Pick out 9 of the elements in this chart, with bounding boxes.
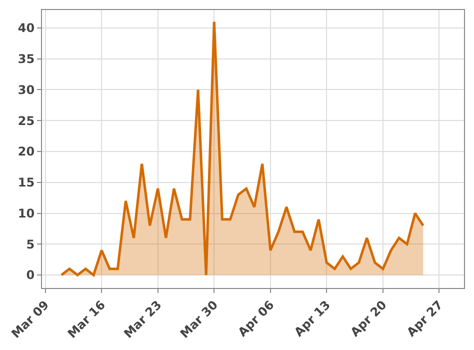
y-tick-label: 5 [26, 237, 35, 252]
y-tick-label: 35 [18, 52, 35, 66]
y-tick-label: 20 [18, 144, 35, 159]
y-tick-label: 0 [26, 268, 35, 282]
y-tick-label: 25 [18, 114, 35, 128]
y-tick-label: 30 [18, 82, 35, 97]
y-tick-label: 40 [18, 21, 35, 36]
y-tick-label: 15 [18, 176, 35, 190]
y-tick-label: 10 [18, 206, 35, 220]
